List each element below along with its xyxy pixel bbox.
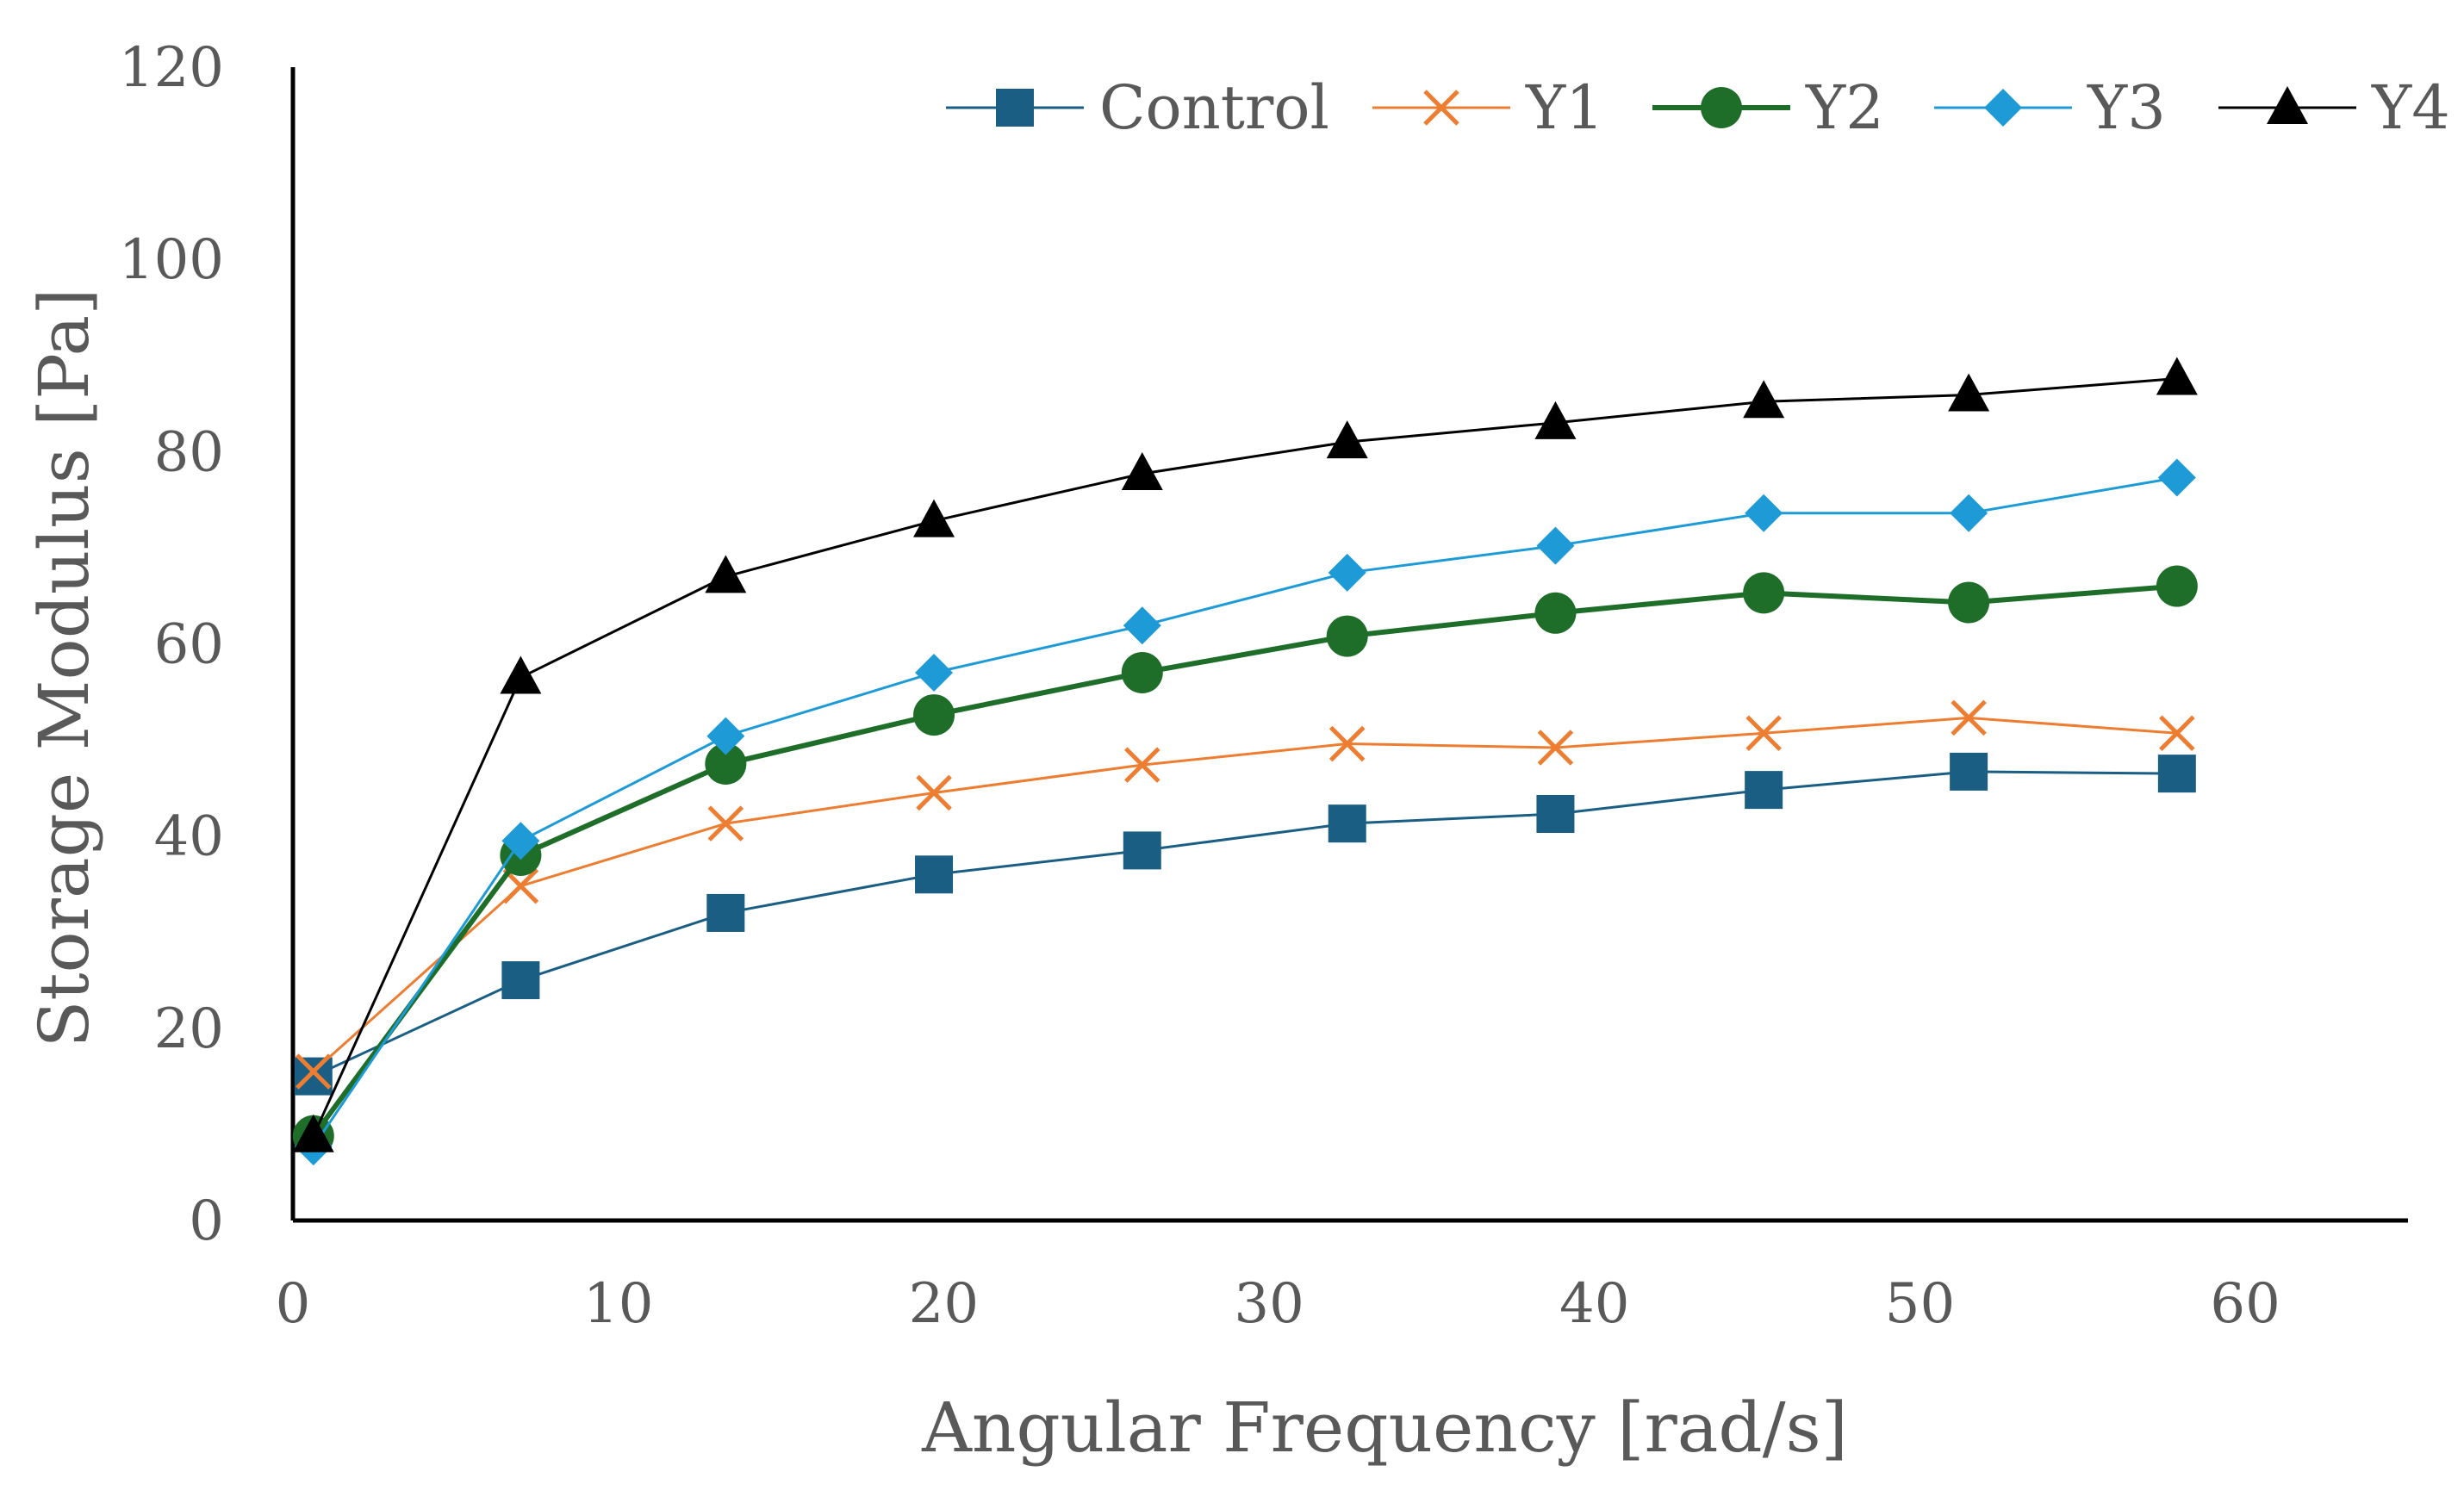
data-point-y2 bbox=[913, 694, 955, 736]
data-point-control bbox=[2157, 755, 2196, 793]
data-point-y2 bbox=[1534, 592, 1577, 634]
x-tick-label: 30 bbox=[1234, 1272, 1304, 1336]
legend: Control Y1 Y2 Y3 Y4 bbox=[946, 72, 2450, 143]
x-tick-label: 20 bbox=[909, 1272, 979, 1336]
data-point-y2 bbox=[1948, 581, 1990, 624]
series-y3 bbox=[294, 458, 2196, 1166]
data-point-y3 bbox=[501, 822, 540, 860]
legend-marker-y3 bbox=[1984, 89, 2022, 127]
x-tick-label: 10 bbox=[583, 1272, 653, 1336]
series-line-y2 bbox=[311, 583, 2178, 1138]
y-tick-label: 40 bbox=[154, 805, 224, 869]
data-point-y4 bbox=[1326, 420, 1368, 459]
legend-item-y1: Y1 bbox=[1372, 72, 1604, 143]
series-y4 bbox=[292, 357, 2198, 1152]
data-point-y1 bbox=[2159, 715, 2195, 752]
y-tick-label: 60 bbox=[154, 613, 224, 677]
legend-label-y2: Y2 bbox=[1805, 72, 1884, 143]
data-point-control bbox=[294, 1057, 333, 1096]
data-point-control bbox=[1745, 771, 1783, 810]
data-point-y1 bbox=[1951, 699, 1987, 736]
data-point-y4 bbox=[1743, 380, 1785, 419]
data-point-y4 bbox=[292, 1114, 334, 1152]
data-point-y2 bbox=[1743, 572, 1785, 614]
data-point-y3 bbox=[2157, 458, 2196, 497]
data-point-y1 bbox=[502, 867, 539, 904]
data-point-y1 bbox=[1124, 747, 1160, 783]
data-point-control bbox=[1123, 831, 1161, 870]
data-point-y4 bbox=[705, 555, 747, 593]
y-tick-label: 0 bbox=[189, 1189, 224, 1253]
legend-label-control: Control bbox=[1099, 72, 1329, 143]
data-point-y1 bbox=[1745, 715, 1782, 752]
y-tick-label: 20 bbox=[154, 997, 224, 1061]
data-point-y4 bbox=[1948, 373, 1990, 412]
legend-label-y1: Y1 bbox=[1525, 72, 1604, 143]
series bbox=[292, 357, 2198, 1166]
data-point-y3 bbox=[1745, 494, 1783, 532]
series-line-y1 bbox=[312, 716, 2177, 1073]
data-point-y2 bbox=[1121, 651, 1163, 693]
x-tick-label: 40 bbox=[1559, 1272, 1629, 1336]
data-point-y4 bbox=[913, 499, 955, 537]
data-point-y3 bbox=[1950, 494, 1988, 532]
series-y2 bbox=[292, 565, 2198, 1157]
x-axis-title: Angular Frequency [rad/s] bbox=[921, 1388, 1848, 1468]
data-point-y3 bbox=[1328, 553, 1366, 592]
data-point-y3 bbox=[706, 717, 745, 755]
y-axis-title: Storage Modulus [Pa] bbox=[24, 289, 104, 1048]
legend-marker-y2 bbox=[1701, 87, 1742, 128]
data-point-y4 bbox=[2156, 357, 2198, 395]
data-point-control bbox=[1536, 795, 1575, 834]
series-control bbox=[294, 752, 2196, 1096]
data-point-y4 bbox=[1534, 401, 1577, 439]
series-y1 bbox=[296, 699, 2195, 1090]
data-point-control bbox=[706, 893, 745, 932]
data-point-y3 bbox=[1536, 526, 1575, 565]
y-tick-label: 120 bbox=[119, 36, 224, 100]
data-point-control bbox=[1950, 752, 1988, 791]
data-point-y1 bbox=[707, 805, 744, 842]
data-point-y2 bbox=[1326, 615, 1368, 657]
legend-marker-control bbox=[996, 89, 1034, 127]
data-point-y1 bbox=[916, 774, 952, 811]
data-point-control bbox=[501, 961, 540, 1000]
legend-item-y4: Y4 bbox=[2218, 72, 2450, 143]
data-point-y1 bbox=[296, 1053, 332, 1090]
x-tick-label: 60 bbox=[2210, 1272, 2280, 1336]
x-tick-label: 0 bbox=[276, 1272, 311, 1336]
legend-label-y4: Y4 bbox=[2371, 72, 2450, 143]
data-point-control bbox=[1328, 804, 1366, 843]
series-line-y4 bbox=[312, 377, 2177, 1137]
data-point-y2 bbox=[2156, 565, 2198, 607]
legend-item-y2: Y2 bbox=[1652, 72, 1884, 143]
legend-label-y3: Y3 bbox=[2087, 72, 2166, 143]
legend-marker-y1 bbox=[1423, 90, 1459, 126]
data-point-y3 bbox=[915, 653, 954, 692]
data-point-y4 bbox=[1121, 451, 1163, 490]
data-point-y1 bbox=[1328, 725, 1366, 762]
axes bbox=[290, 67, 2408, 1223]
data-point-control bbox=[915, 855, 954, 894]
data-point-y3 bbox=[1123, 606, 1161, 645]
data-point-y4 bbox=[500, 655, 542, 694]
x-tick-label: 50 bbox=[1885, 1272, 1955, 1336]
tick-labels: 0 20 40 60 80 100 120 0 10 20 30 40 50 60 bbox=[119, 36, 2280, 1336]
legend-marker-y4 bbox=[2267, 86, 2308, 124]
series-line-control bbox=[313, 770, 2177, 1078]
y-tick-label: 100 bbox=[119, 228, 224, 292]
legend-item-y3: Y3 bbox=[1934, 72, 2166, 143]
data-point-y2 bbox=[705, 742, 747, 785]
data-point-y1 bbox=[1537, 730, 1574, 766]
legend-item-control: Control bbox=[946, 72, 1329, 143]
y-tick-label: 80 bbox=[154, 420, 224, 484]
series-line-y3 bbox=[312, 475, 2178, 1147]
